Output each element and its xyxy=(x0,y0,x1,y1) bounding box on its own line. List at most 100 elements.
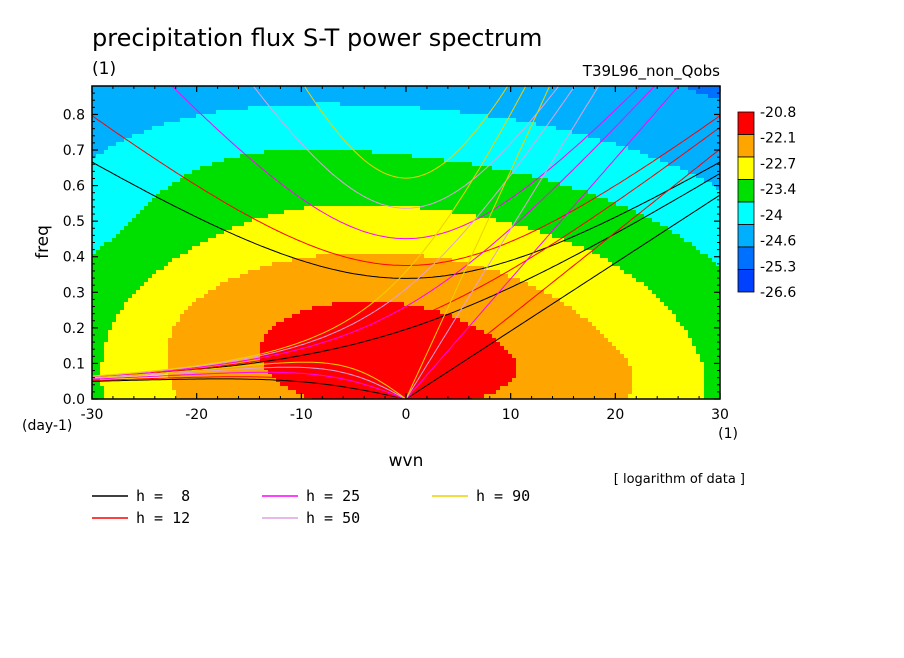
contour-cell xyxy=(92,146,109,151)
contour-cell xyxy=(192,246,585,251)
contour-cell xyxy=(468,322,593,327)
contour-cell xyxy=(172,386,289,391)
colorbar-swatch xyxy=(737,269,755,293)
contour-cell xyxy=(332,302,405,307)
contour-cell xyxy=(596,326,685,331)
contour-cell xyxy=(632,382,705,387)
contour-cell xyxy=(168,262,273,267)
contour-cell xyxy=(92,246,101,251)
contour-cell xyxy=(152,274,241,279)
contour-cell xyxy=(144,282,221,287)
contour-cell xyxy=(208,238,565,243)
contour-cell xyxy=(92,342,105,347)
contour-cell xyxy=(196,114,489,119)
contour-cell xyxy=(472,162,669,167)
contour-cell xyxy=(552,294,657,299)
contour-cell xyxy=(640,150,720,155)
x-tick-label: -30 xyxy=(81,407,104,423)
contour-cell xyxy=(284,318,461,323)
contour-cell xyxy=(92,266,165,271)
contour-cell xyxy=(264,338,497,343)
contour-cell xyxy=(620,350,697,355)
contour-cell xyxy=(264,150,373,155)
dispersion-curve-kelvin xyxy=(405,148,720,399)
contour-cell xyxy=(260,346,505,351)
contour-cell xyxy=(496,390,633,395)
dispersion-curve-kelvin xyxy=(405,194,720,399)
contour-cell xyxy=(644,214,720,219)
y-tick-label: 0.1 xyxy=(63,356,85,372)
contour-cell xyxy=(424,254,601,259)
dispersion-curve-kelvin xyxy=(405,86,680,399)
contour-cell xyxy=(500,386,633,391)
contour-cell xyxy=(92,254,181,259)
contour-cell xyxy=(92,346,105,351)
colorbar-label: -22.7 xyxy=(760,156,796,172)
y-tick-label: 0.0 xyxy=(63,392,85,408)
contour-cell xyxy=(600,330,689,335)
contour-cell xyxy=(712,182,720,187)
contour-cell xyxy=(688,330,720,335)
contour-cell xyxy=(164,122,537,127)
dispersion-curve-mrg xyxy=(92,126,720,378)
contour-cell xyxy=(176,390,297,395)
contour-cell xyxy=(172,182,561,187)
contour-cell xyxy=(128,222,245,227)
contour-cell xyxy=(596,194,720,199)
contour-cell xyxy=(696,90,720,95)
contour-cell xyxy=(544,290,653,295)
contour-cell xyxy=(584,246,697,251)
contour-cell xyxy=(184,310,301,315)
contour-cell xyxy=(588,134,720,139)
contour-cell xyxy=(104,150,265,155)
contour-cell xyxy=(264,366,517,371)
contour-cell xyxy=(92,262,169,267)
contour-cell xyxy=(116,318,181,323)
contour-cell xyxy=(124,138,601,143)
contour-cell xyxy=(692,242,720,247)
colorbar-label: -24.6 xyxy=(760,234,796,250)
colorbar-swatch xyxy=(737,156,755,180)
contour-cell xyxy=(208,290,545,295)
plot-area xyxy=(92,86,720,399)
contour-cell xyxy=(140,286,217,291)
contour-cell xyxy=(160,190,589,195)
contour-cell xyxy=(104,242,201,247)
contour-cell xyxy=(116,234,217,239)
contour-cell xyxy=(672,230,720,235)
contour-cell xyxy=(124,306,189,311)
contour-cell xyxy=(632,378,705,383)
contour-cell xyxy=(92,142,117,147)
contour-cell xyxy=(92,214,137,219)
dispersion-curves xyxy=(92,86,720,399)
contour-cell xyxy=(104,390,177,395)
contour-cell xyxy=(424,306,573,311)
contour-cell xyxy=(592,322,681,327)
dispersion-curve-mrg xyxy=(92,86,576,377)
contour-cell xyxy=(108,330,173,335)
contour-cell xyxy=(172,258,293,263)
contour-cell xyxy=(636,210,720,215)
contour-cell xyxy=(516,374,633,379)
contour-cell xyxy=(516,362,629,367)
y-tick-label: 0.5 xyxy=(63,214,85,230)
contour-cell xyxy=(576,310,673,315)
contour-cell xyxy=(92,94,709,99)
contour-cell xyxy=(704,382,720,387)
contour-cell xyxy=(148,278,229,283)
contour-cell xyxy=(92,122,165,127)
x-tick-label: 0 xyxy=(402,407,411,423)
legend-label: h = 25 xyxy=(306,487,360,505)
contour-cell xyxy=(420,106,720,111)
contour-cell xyxy=(220,282,529,287)
contour-cell xyxy=(704,374,720,379)
contour-cell xyxy=(292,258,453,263)
contour-cell xyxy=(460,318,589,323)
dispersion-curve-kelvin xyxy=(405,86,551,399)
x-tick-label: 10 xyxy=(502,407,520,423)
contour-cell xyxy=(696,350,720,355)
contour-cell xyxy=(492,334,605,339)
contour-cell xyxy=(92,162,213,167)
contour-cell xyxy=(92,90,697,95)
contour-cell xyxy=(492,166,681,171)
